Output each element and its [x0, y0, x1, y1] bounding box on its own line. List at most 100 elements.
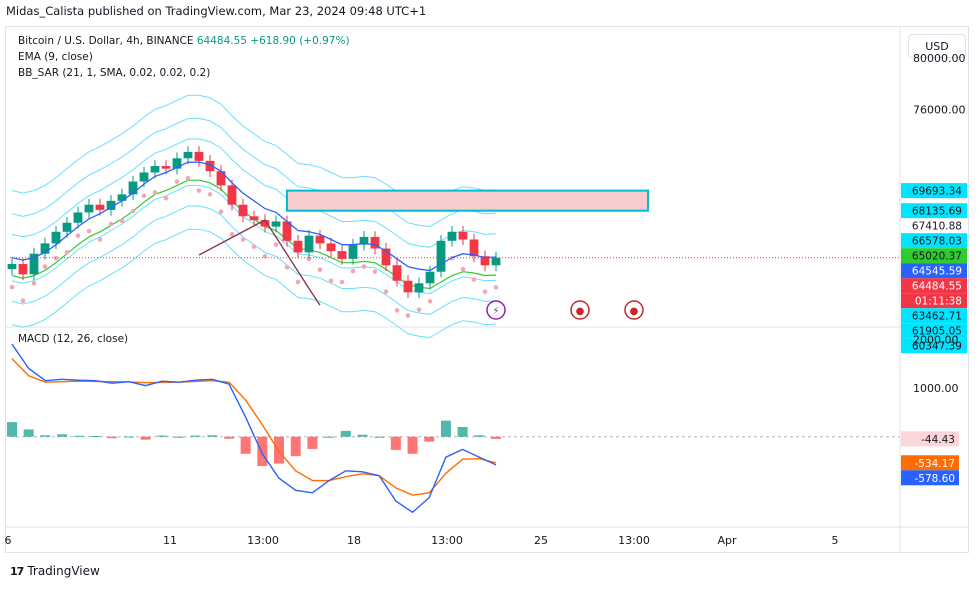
- macd-histogram-bar: [40, 435, 51, 437]
- sar-dot: [471, 277, 477, 282]
- candle-body: [183, 151, 193, 159]
- signal-line: [11, 358, 497, 496]
- candle-body: [51, 231, 61, 244]
- time-tick-label: 25: [534, 534, 548, 547]
- time-tick-label: 13:00: [247, 534, 279, 547]
- candle-body: [73, 212, 83, 223]
- currency-button[interactable]: USD: [908, 34, 966, 58]
- macd-histogram-bar: [223, 436, 234, 439]
- macd-histogram-bar: [90, 436, 101, 438]
- chart-frame: [5, 26, 969, 553]
- sar-legend[interactable]: BB_SAR (21, 1, SMA, 0.02, 0.02, 0.2): [18, 67, 211, 79]
- candle-body: [29, 253, 39, 275]
- macd-legend[interactable]: MACD (12, 26, close): [18, 333, 129, 345]
- sar-dot: [163, 195, 169, 201]
- candle-body: [161, 166, 171, 169]
- sar-dot: [350, 268, 356, 274]
- sar-dot: [31, 281, 37, 286]
- macd-histogram-bar: [390, 436, 401, 450]
- us-flag-event-icon-glyph: ●: [630, 306, 639, 317]
- candle-body: [326, 243, 336, 252]
- candle-body: [128, 181, 138, 195]
- candle-body: [293, 240, 303, 253]
- candle-body: [40, 243, 50, 254]
- candle-body: [150, 166, 160, 173]
- sar-dot: [119, 218, 125, 224]
- supply-zone: [286, 189, 649, 212]
- sar-dot: [20, 298, 26, 304]
- us-flag-event-icon: [624, 300, 644, 320]
- candle-body: [260, 220, 270, 227]
- candle-body: [370, 236, 380, 249]
- bands-outer-upper: [11, 94, 497, 204]
- macd-histogram-bar: [474, 435, 485, 437]
- price-axis-label-bg: [901, 183, 967, 199]
- sar-dot: [229, 232, 235, 237]
- sar-dot: [9, 284, 15, 290]
- macd-histogram-bar: [324, 436, 335, 438]
- sar-dot: [97, 237, 103, 242]
- macd-histogram-bar: [207, 435, 218, 437]
- price-axis-label: 61905.05: [912, 326, 962, 338]
- price-tick-label: 80000.00: [913, 52, 966, 65]
- sar-dot: [141, 193, 147, 198]
- candle-body: [282, 221, 292, 241]
- candle-body: [7, 264, 17, 270]
- sar-dot: [372, 269, 378, 275]
- ema-legend[interactable]: EMA (9, close): [18, 51, 93, 63]
- price-tick-label: 76000.00: [913, 103, 966, 116]
- sar-dot: [251, 244, 257, 249]
- macd-histogram-bar: [157, 435, 168, 437]
- sar-dot: [416, 307, 422, 313]
- candle-body: [381, 248, 391, 266]
- sar-dot: [42, 264, 48, 269]
- candle-body: [337, 251, 347, 259]
- sar-dot: [482, 289, 488, 295]
- sar-dot: [284, 264, 290, 270]
- macd-axis-label-bg: [901, 455, 959, 471]
- price-axis-label: 01:11:38: [915, 296, 962, 308]
- price-axis-label-bg: [901, 203, 967, 219]
- lightning-event-icon-glyph: ⚡: [492, 306, 499, 317]
- price-axis-label-bg: [901, 218, 967, 234]
- candle-body: [227, 185, 237, 205]
- macd-histogram-bar: [23, 429, 34, 437]
- price-axis-label-bg: [901, 293, 967, 309]
- candle-body: [106, 200, 116, 210]
- candle-body: [95, 204, 105, 210]
- price-axis-label: 63462.71: [912, 311, 962, 323]
- candle-body: [447, 231, 457, 241]
- macd-axis-label-bg: [901, 470, 959, 486]
- price-axis-label-bg: [901, 263, 967, 279]
- price-axis-label: 68135.69: [912, 206, 962, 218]
- macd-histogram-bar: [73, 435, 84, 437]
- price-axis-label-bg: [901, 338, 967, 354]
- sar-dot: [405, 313, 411, 318]
- sar-dot: [427, 299, 433, 304]
- price-axis-label-bg: [901, 248, 967, 264]
- candle-body: [304, 235, 314, 253]
- sar-dot: [152, 190, 158, 195]
- time-tick-label: 6: [5, 534, 12, 547]
- macd-histogram-bar: [173, 436, 184, 438]
- macd-histogram-bar: [290, 436, 301, 457]
- candle-body: [238, 204, 248, 217]
- sar-dot: [64, 250, 70, 255]
- macd-histogram-bar: [424, 436, 435, 442]
- macd-histogram-bar: [57, 434, 68, 437]
- candle-body: [491, 257, 501, 266]
- price-axis-label-bg: [901, 323, 967, 339]
- candle-body: [117, 194, 127, 201]
- bands-outer-lower: [11, 228, 497, 339]
- time-tick-label: 11: [163, 534, 177, 547]
- us-flag-event-icon: [570, 300, 590, 320]
- candle-body: [18, 264, 28, 275]
- last-price: 64484.55: [196, 35, 247, 47]
- macd-histogram-bar: [107, 436, 118, 439]
- price-axis-label: 64484.55: [912, 281, 962, 293]
- candle-body: [172, 158, 182, 169]
- symbol-legend[interactable]: Bitcoin / U.S. Dollar, 4h, BINANCE 64484…: [18, 35, 350, 47]
- us-flag-event-icon-glyph: ●: [576, 306, 585, 317]
- price-axis-label: 66578.03: [912, 236, 962, 248]
